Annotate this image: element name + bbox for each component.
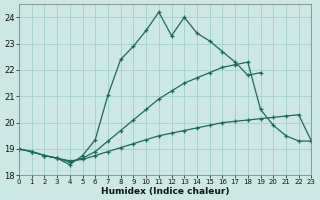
X-axis label: Humidex (Indice chaleur): Humidex (Indice chaleur) (101, 187, 229, 196)
